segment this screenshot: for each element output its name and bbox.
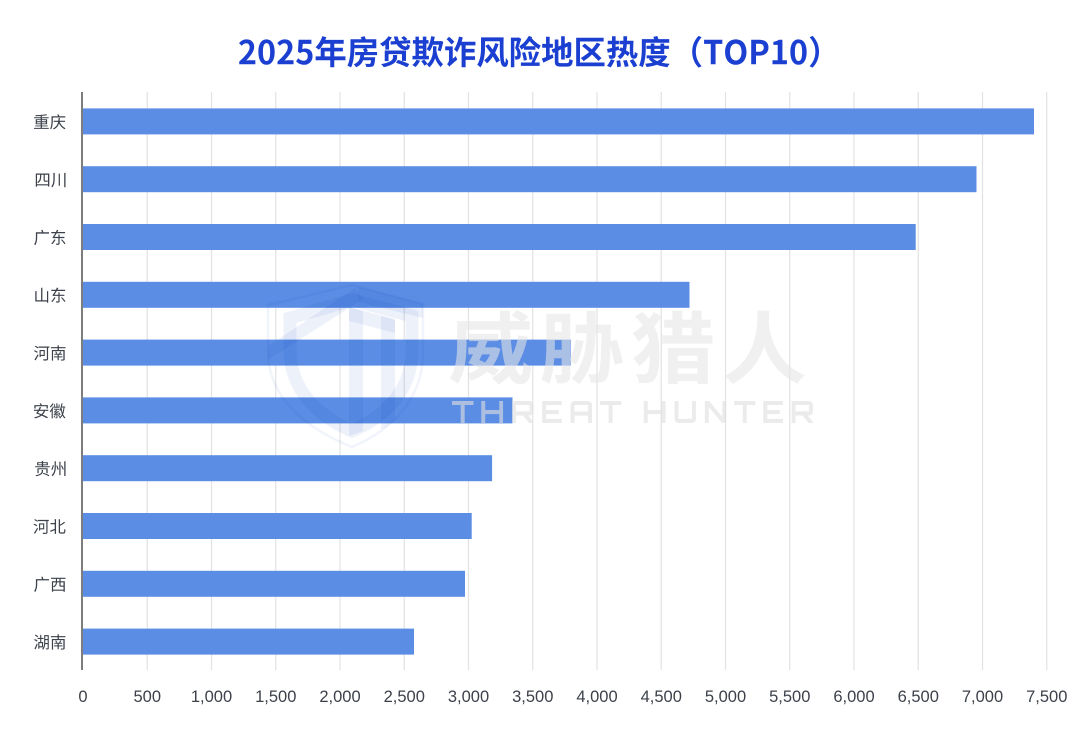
svg-text:3,500: 3,500 xyxy=(512,688,553,706)
svg-text:1,000: 1,000 xyxy=(191,688,232,706)
svg-text:4,000: 4,000 xyxy=(576,688,617,706)
svg-text:500: 500 xyxy=(133,688,161,706)
svg-text:6,500: 6,500 xyxy=(898,688,939,706)
svg-text:2,000: 2,000 xyxy=(319,688,360,706)
svg-text:6,000: 6,000 xyxy=(833,688,874,706)
svg-text:0: 0 xyxy=(78,688,87,706)
svg-text:2,500: 2,500 xyxy=(384,688,425,706)
svg-text:5,500: 5,500 xyxy=(769,688,810,706)
svg-text:5,000: 5,000 xyxy=(705,688,746,706)
svg-text:1,500: 1,500 xyxy=(255,688,296,706)
svg-text:7,000: 7,000 xyxy=(962,688,1003,706)
svg-text:7,500: 7,500 xyxy=(1026,688,1067,706)
svg-text:4,500: 4,500 xyxy=(641,688,682,706)
svg-text:3,000: 3,000 xyxy=(448,688,489,706)
